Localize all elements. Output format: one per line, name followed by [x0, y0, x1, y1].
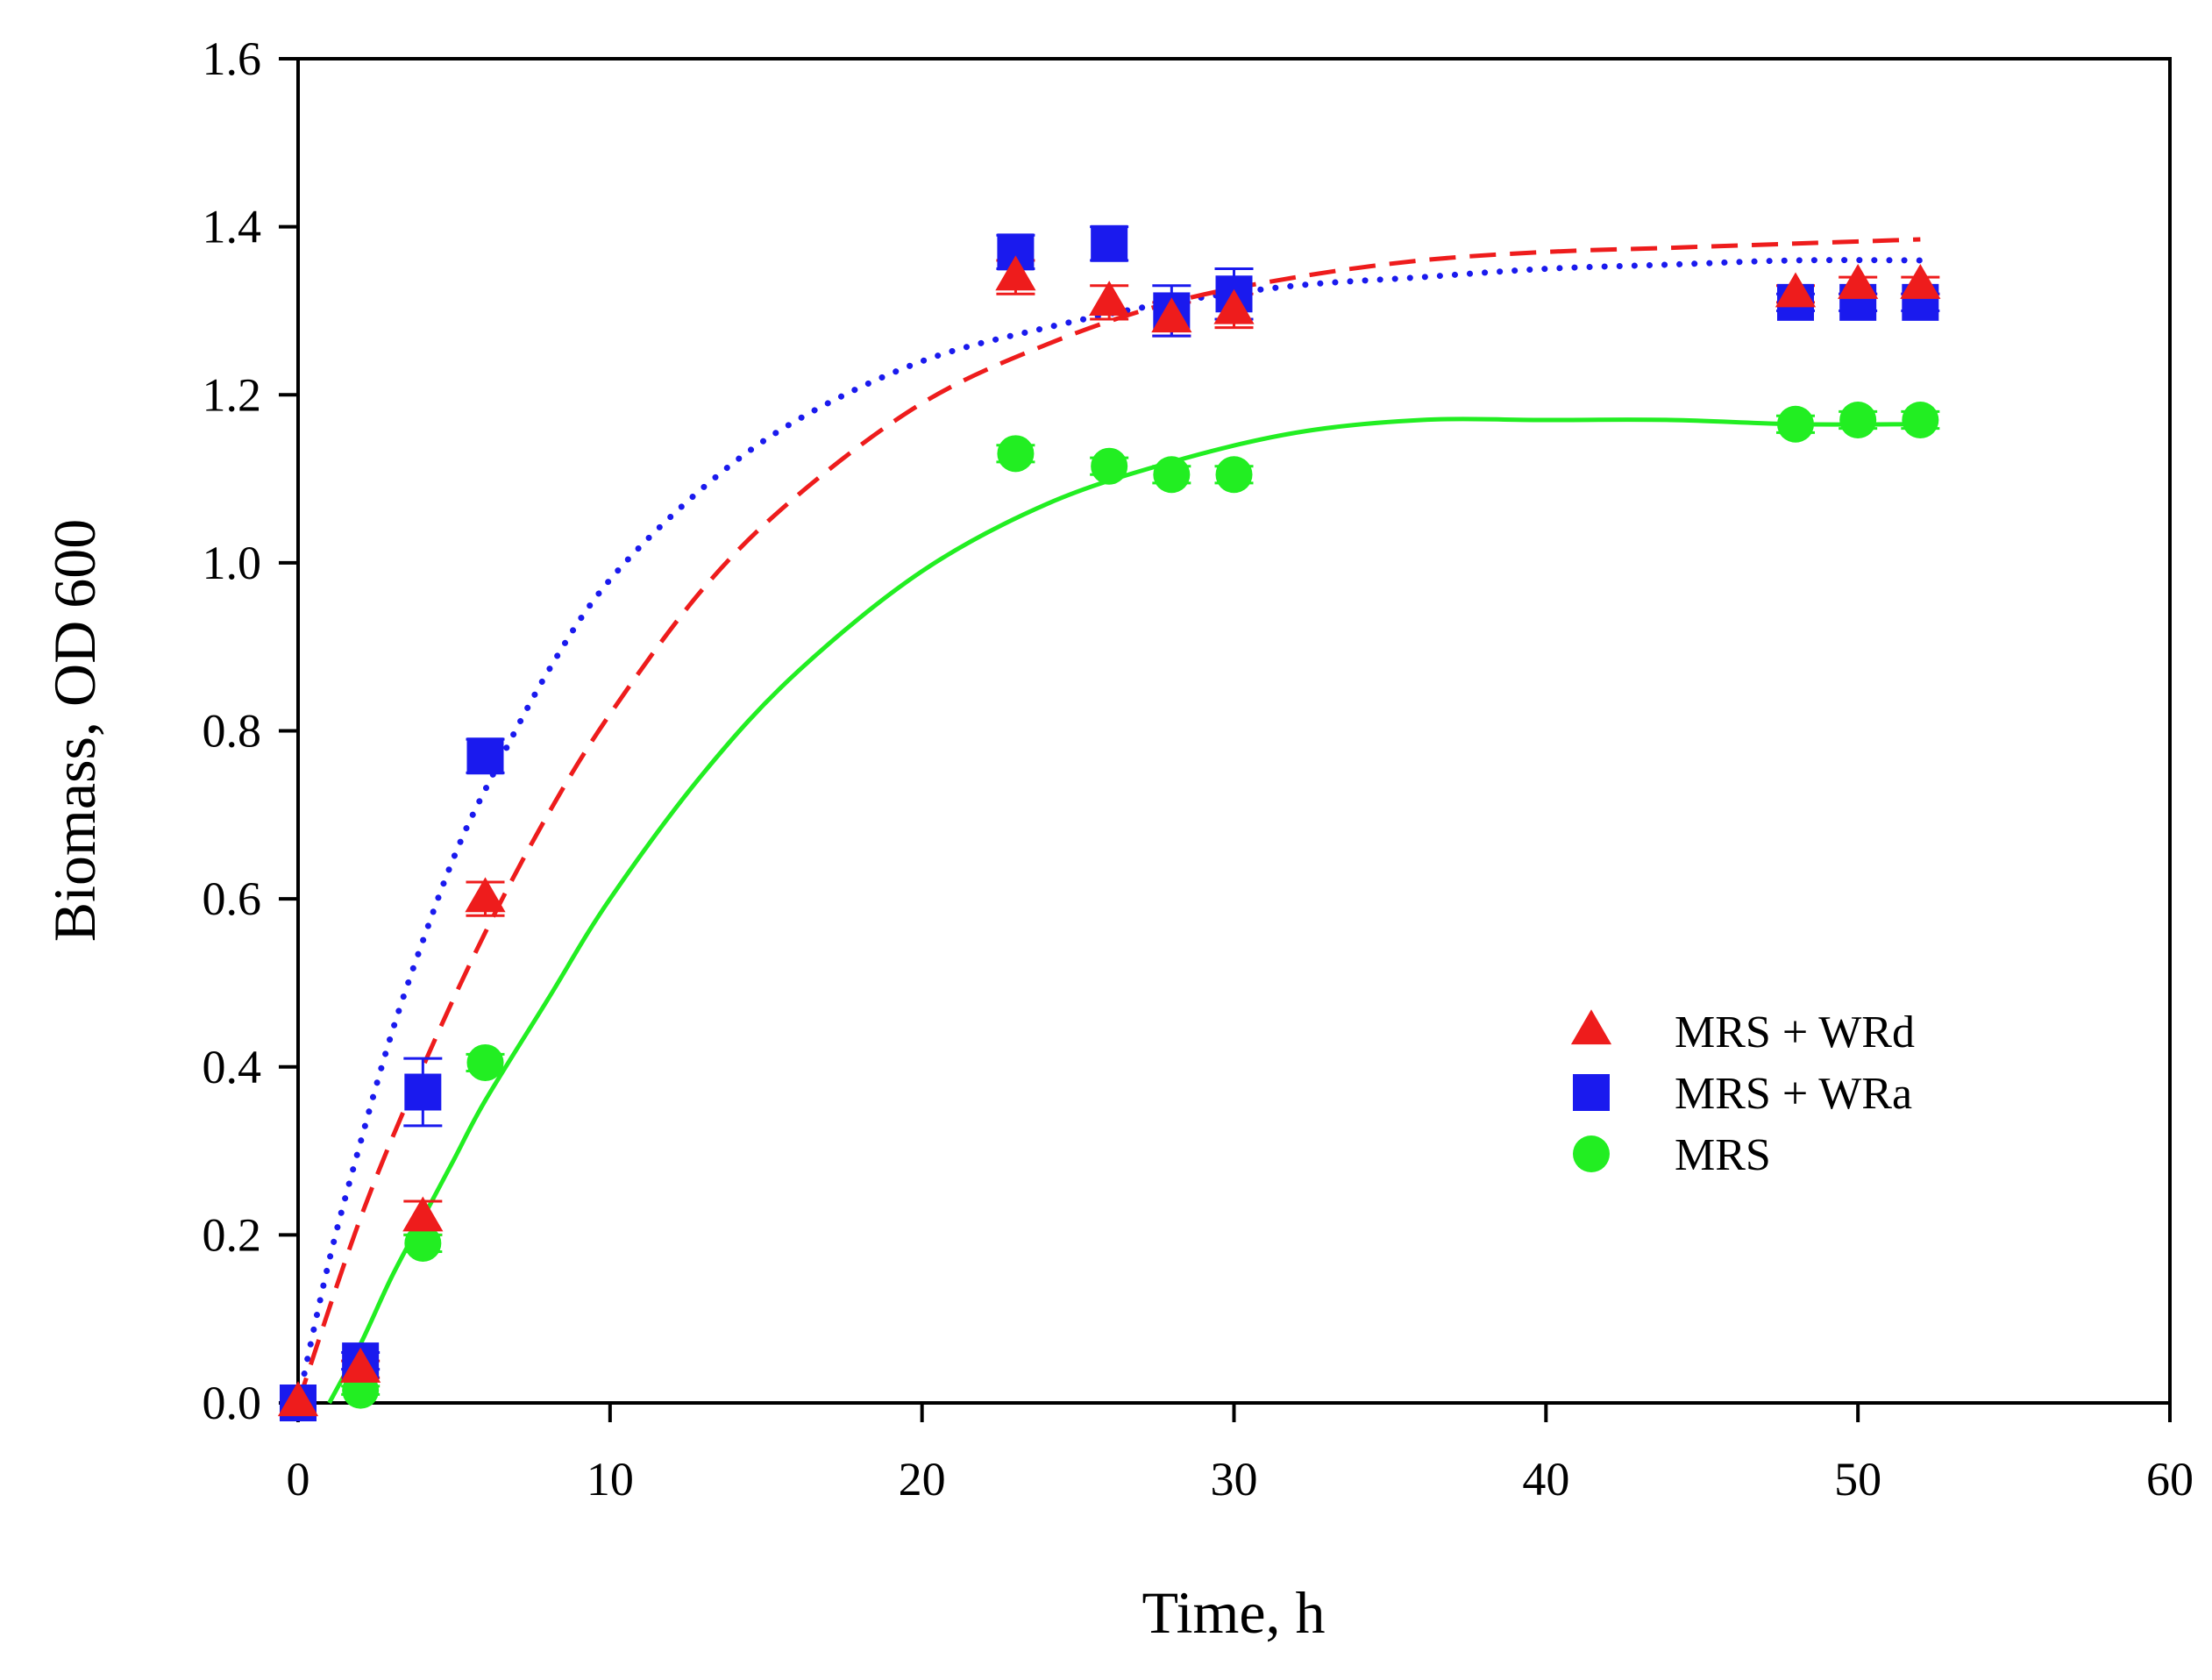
- x-tick-label: 20: [899, 1453, 946, 1506]
- triangle-marker: [402, 1196, 444, 1232]
- y-tick-label: 1.0: [203, 537, 262, 589]
- triangle-marker: [1838, 263, 1879, 299]
- triangle-marker: [1151, 297, 1192, 333]
- circle-marker: [1839, 401, 1877, 438]
- triangle-marker: [1089, 281, 1130, 317]
- circle-marker: [404, 1224, 442, 1262]
- y-tick-label: 1.6: [203, 32, 262, 85]
- triangle-marker: [1775, 272, 1817, 308]
- legend-item: MRS: [1573, 1130, 1771, 1180]
- triangle-marker: [277, 1381, 319, 1417]
- y-tick-label: 1.2: [203, 368, 262, 421]
- legend-circle-icon: [1573, 1135, 1610, 1172]
- triangle-marker: [1213, 288, 1255, 324]
- error-bars: [341, 225, 1940, 1396]
- legend-item: MRS + WRa: [1573, 1069, 1912, 1119]
- triangle-marker: [340, 1347, 381, 1383]
- triangle-marker: [995, 255, 1036, 291]
- x-axis: 0 10 20 30 40 50 60: [287, 1403, 2194, 1506]
- x-tick-label: 50: [1834, 1453, 1881, 1506]
- circle-marker: [1215, 456, 1253, 494]
- circle-marker: [997, 435, 1035, 473]
- x-tick-label: 30: [1211, 1453, 1258, 1506]
- x-tick-label: 10: [587, 1453, 634, 1506]
- x-tick-label: 60: [2146, 1453, 2194, 1506]
- triangle-marker: [1900, 263, 1941, 299]
- circle-marker: [466, 1043, 504, 1081]
- y-tick-label: 0.4: [203, 1041, 262, 1093]
- square-marker: [466, 737, 504, 775]
- legend: MRS + WRd MRS + WRa MRS: [1570, 1007, 1915, 1180]
- fit-line-0: [295, 237, 1921, 1404]
- y-tick-label: 0.8: [203, 705, 262, 758]
- data-markers: [277, 224, 1941, 1421]
- fit-line-2: [327, 416, 1921, 1405]
- square-marker: [1091, 224, 1128, 262]
- y-axis-title-subscript: 600: [41, 519, 108, 609]
- legend-label: MRS: [1675, 1130, 1771, 1180]
- x-tick-label: 0: [287, 1453, 310, 1506]
- fit-line-1: [295, 257, 1924, 1406]
- fit-lines: [295, 237, 1924, 1406]
- square-marker: [404, 1073, 442, 1111]
- circle-marker: [1902, 401, 1939, 438]
- circle-marker: [1777, 405, 1814, 443]
- y-axis: 0.0 0.2 0.4 0.6 0.8 1.0 1.2 1.4 1.6: [203, 32, 298, 1429]
- y-tick-label: 0.6: [203, 872, 262, 925]
- y-axis-title: Biomass, OD 600: [41, 519, 108, 942]
- circle-marker: [1153, 456, 1191, 494]
- legend-square-icon: [1573, 1074, 1610, 1111]
- x-axis-title: Time, h: [1142, 1579, 1325, 1646]
- legend-item: MRS + WRd: [1570, 1007, 1915, 1057]
- legend-triangle-icon: [1570, 1009, 1612, 1045]
- y-axis-title-main: Biomass, OD: [41, 621, 108, 942]
- y-tick-label: 0.0: [203, 1377, 262, 1429]
- y-tick-label: 0.2: [203, 1208, 262, 1261]
- x-tick-label: 40: [1522, 1453, 1569, 1506]
- circle-marker: [1091, 447, 1128, 485]
- legend-label: MRS + WRa: [1675, 1069, 1912, 1119]
- y-tick-label: 1.4: [203, 201, 262, 253]
- triangle-marker: [465, 877, 506, 913]
- legend-label: MRS + WRd: [1675, 1007, 1915, 1057]
